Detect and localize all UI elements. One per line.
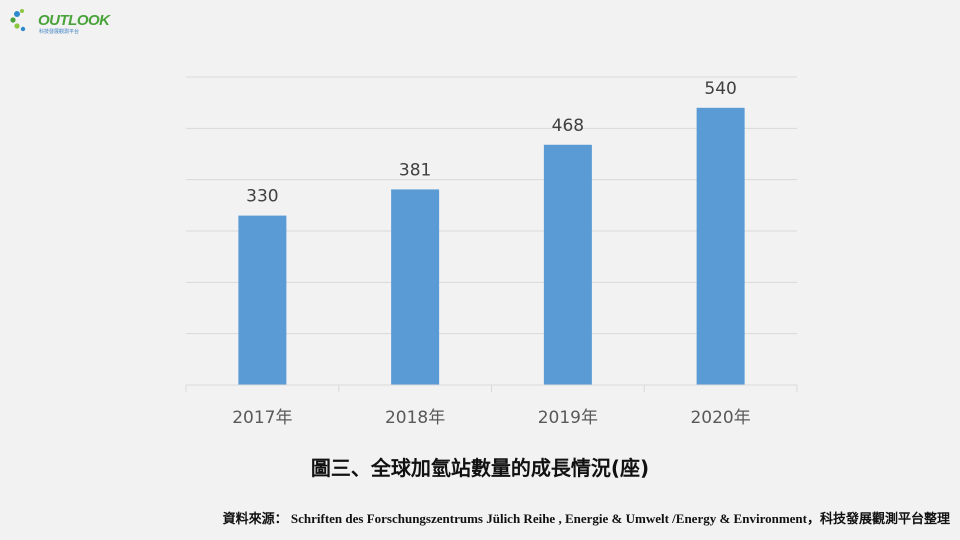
data-label: 540 <box>704 79 736 99</box>
bar-2017年 <box>238 215 287 385</box>
bar-chart: 330 381 468 540 2017年 2018年 2019年 2020年 <box>185 76 798 428</box>
x-axis: 2017年 2018年 2019年 2020年 <box>185 384 798 428</box>
x-tick-label: 2017年 <box>232 408 292 428</box>
data-labels: 330 381 468 540 <box>246 79 737 207</box>
x-tick-label: 2018年 <box>385 408 445 428</box>
bars <box>238 107 745 386</box>
logo-text: OUTLOOK <box>38 12 110 29</box>
bar-2020年 <box>696 107 745 386</box>
source-text: Schriften des Forschungszentrums Jülich … <box>290 511 950 526</box>
data-label: 468 <box>552 116 584 136</box>
logo-leaf-icon <box>10 9 26 32</box>
logo-subtitle: 科技發展觀測平台 <box>39 29 80 35</box>
gridlines <box>186 76 797 335</box>
source-label: 資料來源： <box>222 511 288 526</box>
chart-title: 圖三、全球加氫站數量的成長情況(座) <box>310 456 650 480</box>
bar-2018年 <box>391 189 440 385</box>
source-line: 資料來源： Schriften des Forschungszentrums J… <box>223 508 950 527</box>
data-label: 381 <box>399 160 431 180</box>
x-tick-label: 2019年 <box>538 408 598 428</box>
x-tick-label: 2020年 <box>690 408 750 428</box>
bar-2019年 <box>543 144 592 385</box>
data-label: 330 <box>246 187 278 207</box>
outlook-logo: OUTLOOK 科技發展觀測平台 <box>8 6 110 36</box>
